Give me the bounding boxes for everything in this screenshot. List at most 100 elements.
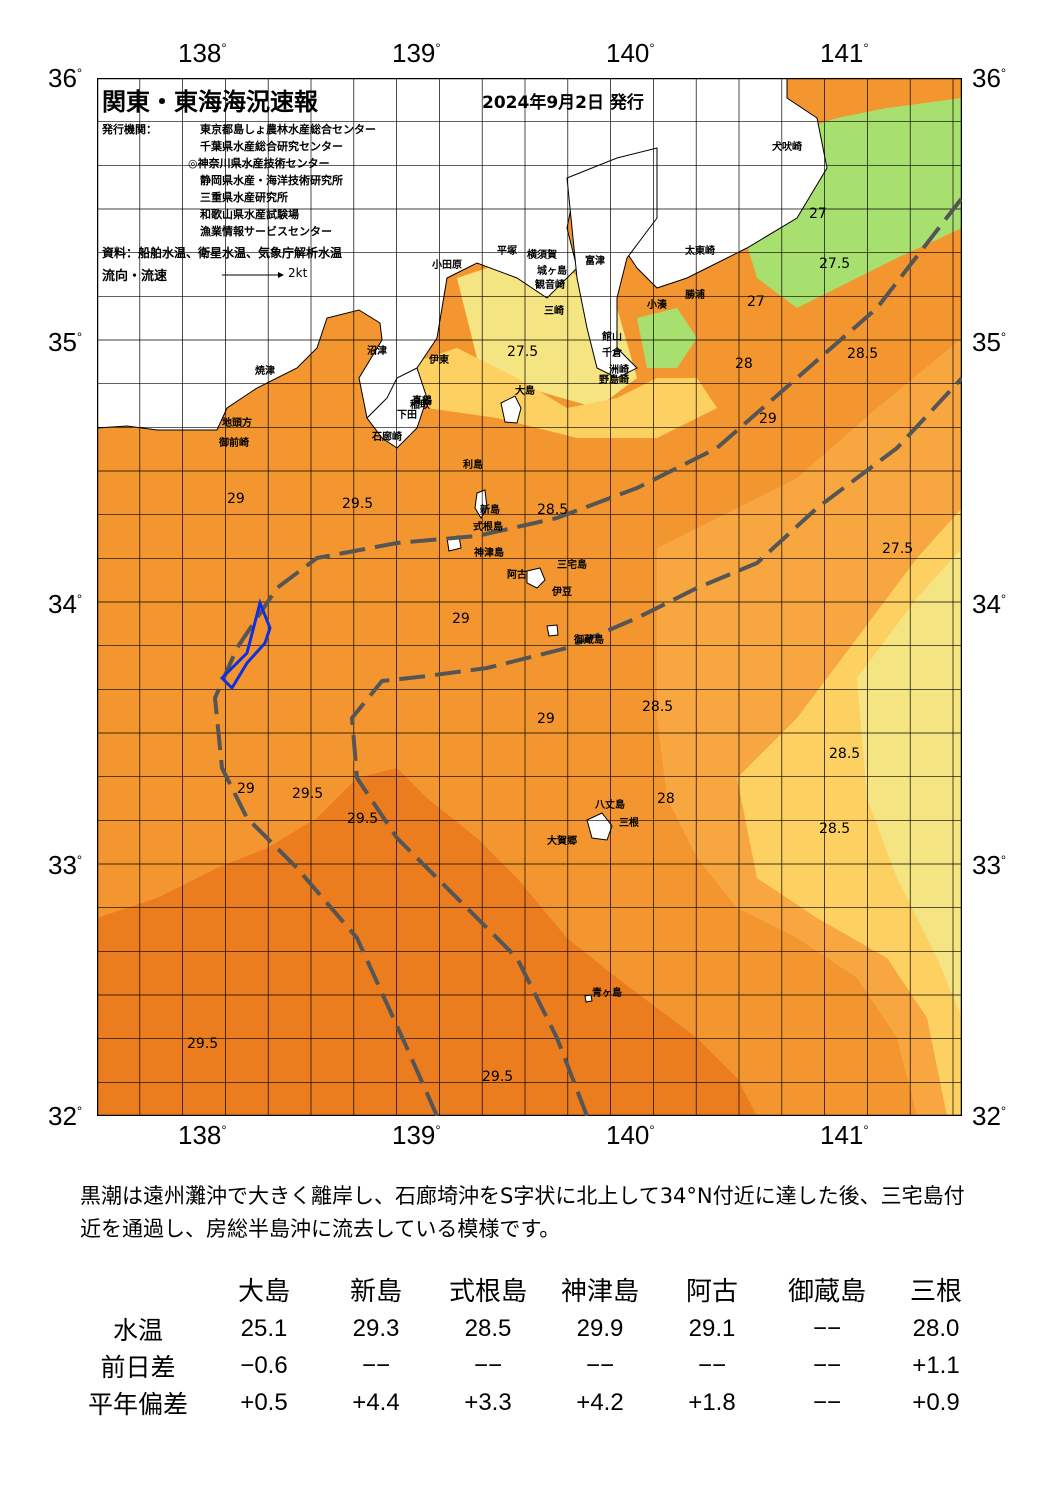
kuroshio-axis-inner (349, 376, 962, 1116)
row-label: 水温 (112, 1315, 163, 1345)
table-cell: −− (473, 1351, 503, 1379)
table-cell: +4.4 (352, 1388, 400, 1416)
lat-label-right-34: 34° (972, 589, 1007, 619)
contour-label: 29 (537, 711, 555, 727)
contour-label: 28.5 (642, 699, 673, 715)
place-label: 野島崎 (599, 373, 629, 386)
land-boso (566, 147, 658, 379)
lat-label-left-35: 35° (48, 327, 83, 357)
contour-label: 27.5 (819, 256, 850, 272)
table-row: 前日差 −0.6 −− −− −− −− −− +1.1 (68, 1347, 986, 1384)
contour-label: 27 (809, 206, 827, 222)
contour-label: 29.5 (482, 1069, 513, 1085)
table-cell: −− (812, 1351, 842, 1379)
summary-text: 黒潮は遠州灘沖で大きく離岸し、石廊埼沖をS字状に北上して34°N付近に達した後、… (80, 1184, 965, 1241)
place-label: 観音崎 (535, 278, 565, 291)
table-cell: 29.1 (688, 1314, 736, 1342)
place-label: 城ヶ島 (537, 264, 567, 277)
zone-27-5-east (857, 548, 962, 1018)
place-label: 下田 (397, 409, 417, 421)
lon-label-bottom-140: 140° (606, 1120, 655, 1150)
island-mikurajima (546, 624, 559, 637)
place-label: 御蔵島 (573, 633, 604, 646)
table-cell: −− (361, 1351, 391, 1379)
table-corner (68, 1268, 208, 1310)
table-cell: −− (812, 1388, 842, 1416)
lon-label-top-140: 140° (606, 38, 655, 68)
contour-label: 27.5 (882, 541, 913, 557)
kuroshio-axis-main (212, 196, 962, 1116)
map-frame (97, 78, 962, 1116)
table-cell: 29.3 (352, 1314, 400, 1342)
place-label: 沼津 (367, 344, 387, 357)
place-label: 阿古 (507, 568, 527, 581)
contour-label: 29.5 (292, 786, 323, 802)
table-cell: −− (585, 1351, 615, 1379)
lon-label-top-139: 139° (392, 38, 441, 68)
place-label: 新島 (480, 503, 500, 516)
place-label: 太東崎 (684, 244, 715, 257)
table-cell: −− (697, 1351, 727, 1379)
station-header: 式根島 (448, 1276, 527, 1307)
issuers-label: 発行機関： (102, 123, 157, 136)
issuer-5: 三重県水産研究所 (200, 191, 288, 204)
contour-label: 29 (227, 491, 245, 507)
table-cell: −0.6 (240, 1351, 288, 1379)
lat-label-left-32: 32° (48, 1101, 83, 1131)
place-label: 伊豆 (551, 585, 572, 598)
flow-legend-arrow (222, 272, 284, 278)
issue-date: 2024年9月2日 発行 (482, 93, 644, 113)
row-label: 平年偏差 (87, 1389, 188, 1419)
place-label: 三宅島 (557, 558, 587, 571)
warm-eddy-outline (219, 598, 272, 691)
contour-label: 28 (657, 791, 675, 807)
island-miyakejima (526, 567, 546, 589)
place-label: 稲取 (410, 398, 431, 411)
zone-29-5-blob (467, 948, 557, 1028)
lat-label-right-35: 35° (972, 327, 1007, 357)
map-title: 関東・東海海況速報 (102, 88, 318, 116)
issuer-6: 和歌山県水産試験場 (200, 208, 299, 221)
place-label: 伊東 (428, 353, 449, 366)
zone-28-sagami (397, 348, 717, 438)
island-niijima (474, 489, 488, 519)
place-labels: 犬吠崎 太東崎 勝浦 小湊 洲崎 野島崎 館山 千倉 富津 横須賀 観音崎 城ヶ… (218, 140, 802, 999)
lat-label-left-34: 34° (48, 589, 83, 619)
place-label: 横須賀 (527, 248, 557, 261)
table-cell: +0.9 (912, 1388, 960, 1416)
lat-label-left-36: 36° (48, 63, 83, 93)
issuer-1: 東京都島しょ農林水産総合センター (200, 123, 376, 136)
place-label: 神津島 (474, 546, 504, 559)
table-cell: 25.1 (240, 1314, 288, 1342)
table-cell: 28.5 (464, 1314, 512, 1342)
zone-29-5-southwest (97, 768, 757, 1116)
lon-label-bottom-141: 141° (820, 1120, 869, 1150)
contour-label: 28.5 (829, 746, 860, 762)
lat-label-right-32: 32° (972, 1101, 1007, 1131)
station-header: 御蔵島 (787, 1276, 866, 1307)
island-oshima (500, 395, 522, 424)
place-label: 大賀郷 (547, 834, 577, 847)
lat-label-right-33: 33° (972, 850, 1007, 880)
contour-label: 28.5 (847, 346, 878, 362)
contour-label: 27.5 (507, 344, 538, 360)
island-hachijojima (586, 812, 613, 841)
table-cell: +1.1 (912, 1351, 960, 1379)
issuer-7: 漁業情報サービスセンター (200, 225, 332, 238)
issuer-4: 静岡県水産・海洋技術研究所 (200, 174, 343, 187)
contour-label: 29.5 (347, 811, 378, 827)
place-label: 三根 (619, 816, 639, 829)
table-cell: −− (812, 1314, 842, 1342)
table-cell: +1.8 (688, 1388, 736, 1416)
place-label: 館山 (601, 330, 622, 343)
place-label: 洲崎 (609, 363, 629, 376)
table-row: 水温 25.1 29.3 28.5 29.9 29.1 −− 28.0 (68, 1310, 986, 1347)
contour-label: 29 (237, 781, 255, 797)
place-label: 三崎 (544, 304, 564, 317)
place-label: 地頭方 (222, 416, 252, 429)
place-label: 勝浦 (685, 288, 705, 301)
place-label: 小田原 (431, 258, 462, 271)
station-header: 新島 (349, 1276, 402, 1307)
place-label: 小湊 (646, 298, 668, 311)
place-label: 利島 (463, 458, 483, 471)
